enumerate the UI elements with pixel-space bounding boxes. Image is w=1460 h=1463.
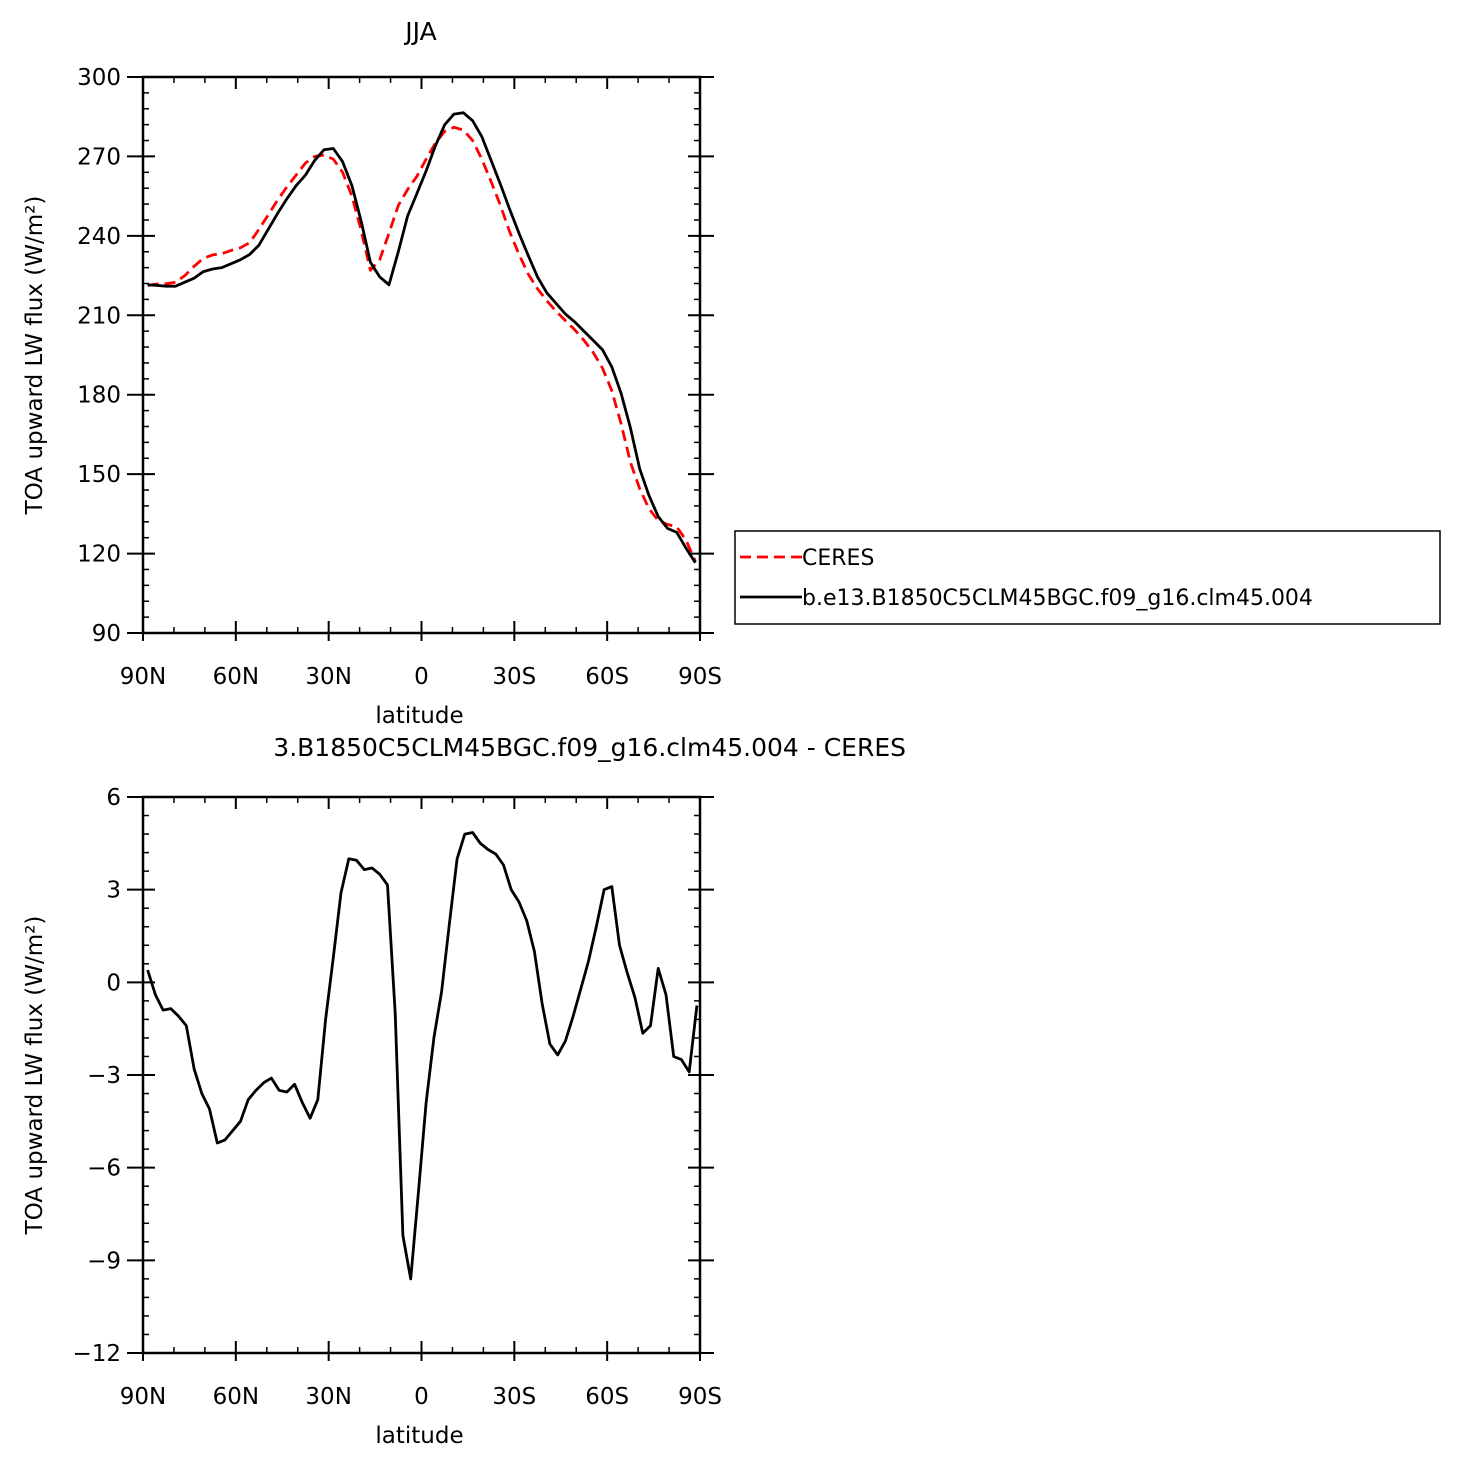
x-tick-label: 30N [305,1384,351,1410]
legend-label-2: b.e13.B1850C5CLM45BGC.f09_g16.clm45.004 [802,586,1313,611]
y-axis-title: TOA upward LW flux (W/m²) [22,916,48,1236]
y-tick-label: −6 [87,1156,121,1182]
y-tick-label: 300 [77,65,121,91]
y-tick-label: 150 [77,462,121,488]
y-tick-label: 180 [77,383,121,409]
x-tick-label: 60N [213,1384,259,1410]
x-tick-label: 90S [678,1384,722,1410]
plot-frame [141,75,702,635]
legend: CERES b.e13.B1850C5CLM45BGC.f09_g16.clm45… [734,530,1441,625]
legend-label-1: CERES [802,546,874,571]
x-tick-label: 60S [585,1384,629,1410]
series-line-1 [146,831,699,1281]
legend-box [734,530,1441,625]
chart-title: JJA [403,17,436,46]
x-tick-label: 90N [120,664,166,690]
chart-title: 3.B1850C5CLM45BGC.f09_g16.clm45.004 - CE… [273,733,906,762]
chart-panel-2: 3.B1850C5CLM45BGC.f09_g16.clm45.004 - CE… [22,733,906,1449]
series-line-2 [147,111,697,564]
x-tick-label: 30S [492,1384,536,1410]
x-tick-label: 90S [678,664,722,690]
y-tick-label: −3 [87,1063,121,1089]
x-tick-label: 60N [213,664,259,690]
y-tick-label: 0 [106,970,121,996]
chart-panel-1: JJA 90N 60N 30N 0 30S 60S 90S 90 120 150 180 210 240 2… [22,17,722,729]
x-tick-label: 30S [492,664,536,690]
y-tick-label: 90 [92,621,121,647]
x-axis-title: latitude [375,703,463,729]
y-tick-label: 210 [77,303,121,329]
x-tick-label: 0 [414,664,429,690]
x-tick-label: 30N [305,664,351,690]
y-tick-label: 120 [77,542,121,568]
y-tick-label: 240 [77,224,121,250]
x-tick-label: 0 [414,1384,429,1410]
x-axis-title: latitude [375,1423,463,1449]
y-axis-title: TOA upward LW flux (W/m²) [22,196,48,516]
y-tick-label: 3 [106,878,121,904]
series-line-1 [147,125,697,563]
x-tick-label: 60S [585,664,629,690]
y-tick-label: −12 [72,1341,121,1367]
y-tick-label: −9 [87,1248,121,1274]
x-tick-label: 90N [120,1384,166,1410]
y-tick-label: 6 [106,785,121,811]
plot-frame [141,795,702,1355]
y-tick-label: 270 [77,144,121,170]
